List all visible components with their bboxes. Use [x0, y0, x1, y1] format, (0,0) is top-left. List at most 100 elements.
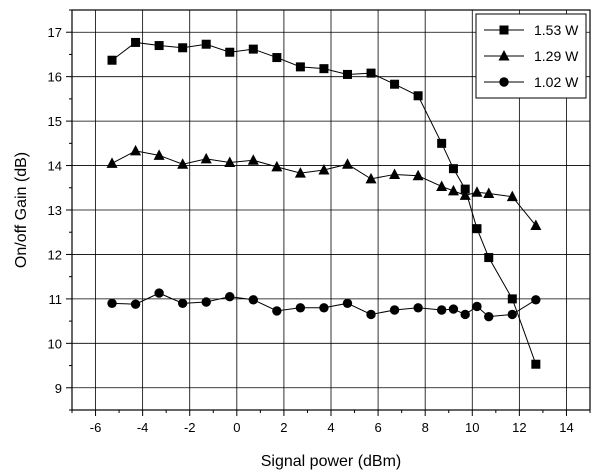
data-point [294, 167, 306, 178]
data-point [154, 288, 164, 298]
x-tick-label: -2 [184, 420, 196, 435]
data-point [413, 303, 423, 313]
legend-label: 1.02 W [534, 74, 579, 90]
data-point [342, 298, 353, 309]
legend-label: 1.53 W [534, 22, 579, 38]
data-point [248, 44, 258, 54]
data-point [448, 164, 458, 174]
y-tick-label: 10 [48, 336, 62, 351]
data-point [154, 41, 164, 51]
data-point [107, 55, 117, 65]
data-point [319, 64, 329, 74]
data-point [341, 158, 353, 169]
series-circle [107, 288, 541, 322]
x-tick-label: 4 [327, 420, 334, 435]
data-point [177, 158, 189, 169]
data-point [318, 164, 330, 175]
data-point [436, 180, 448, 191]
data-point [460, 184, 470, 194]
x-axis-title: Signal power (dBm) [261, 453, 402, 470]
data-point [436, 305, 447, 315]
data-point [484, 311, 494, 322]
legend-item: 1.53 W [484, 22, 579, 38]
x-tick-label: -6 [90, 420, 102, 435]
data-point [272, 53, 282, 63]
data-point [507, 294, 517, 304]
series-layer [106, 37, 542, 369]
data-point [389, 168, 401, 179]
y-tick-label: 9 [55, 381, 62, 396]
plot-frame [71, 9, 591, 411]
data-point [247, 154, 259, 165]
x-tick-label: 2 [280, 420, 287, 435]
data-point [484, 253, 494, 263]
legend-marker [499, 77, 509, 87]
data-point [507, 309, 517, 320]
legend-item: 1.29 W [484, 48, 579, 64]
data-point [472, 301, 482, 312]
data-point [448, 304, 459, 314]
data-point [295, 303, 306, 313]
data-point [472, 224, 482, 234]
data-point [447, 184, 459, 196]
y-tick-label: 14 [48, 159, 62, 174]
x-tick-label: 14 [559, 420, 573, 435]
data-point [530, 219, 542, 231]
data-point [390, 79, 400, 89]
data-point [107, 298, 117, 309]
data-point [459, 189, 471, 200]
data-point [224, 156, 236, 167]
legend-item: 1.02 W [484, 74, 579, 90]
data-point [130, 299, 141, 309]
x-tick-label: 10 [465, 420, 479, 435]
data-point [531, 359, 541, 369]
legend-marker [498, 50, 510, 61]
data-point [319, 303, 329, 313]
data-point [531, 295, 541, 305]
data-point [272, 306, 282, 316]
data-point [506, 190, 518, 202]
series-square [107, 37, 541, 369]
data-point [153, 149, 165, 160]
y-tick-label: 15 [48, 114, 62, 129]
x-tick-label: -4 [137, 420, 149, 435]
data-point [200, 152, 212, 164]
data-point [177, 298, 188, 309]
y-tick-label: 11 [49, 292, 63, 307]
x-tick-label: 12 [512, 420, 526, 435]
data-point [342, 69, 352, 79]
y-tick-label: 16 [48, 70, 62, 85]
y-tick-label: 13 [48, 203, 62, 218]
data-point [295, 62, 305, 72]
data-point [225, 47, 235, 57]
legend-label: 1.29 W [534, 48, 579, 64]
data-point [178, 43, 188, 53]
y-tick-label: 17 [48, 25, 62, 40]
data-point [412, 169, 424, 181]
data-point [366, 68, 376, 78]
data-point [365, 172, 377, 184]
legend: 1.53 W 1.29 W 1.02 W [475, 13, 587, 99]
data-point [130, 144, 142, 156]
y-tick-label: 12 [48, 247, 62, 262]
data-point [131, 37, 141, 47]
data-point [483, 187, 495, 199]
data-point [106, 157, 118, 168]
legend-marker [499, 25, 509, 35]
data-point [248, 295, 258, 305]
data-point [471, 186, 483, 197]
x-tick-label: 8 [422, 420, 429, 435]
data-point [201, 297, 211, 307]
data-point [271, 160, 283, 172]
data-point [201, 39, 211, 49]
x-tick-label: 6 [374, 420, 381, 435]
axes: -6 -4 -2 0 2 4 6 8 10 12 14 9 10 11 12 13 14 15 16 17 [48, 9, 591, 435]
data-point [366, 309, 376, 320]
series-triangle [106, 144, 542, 231]
data-point [413, 91, 423, 101]
data-point [225, 291, 235, 302]
data-point [437, 138, 447, 148]
x-tick-label: 0 [233, 420, 240, 435]
data-point [460, 309, 470, 320]
